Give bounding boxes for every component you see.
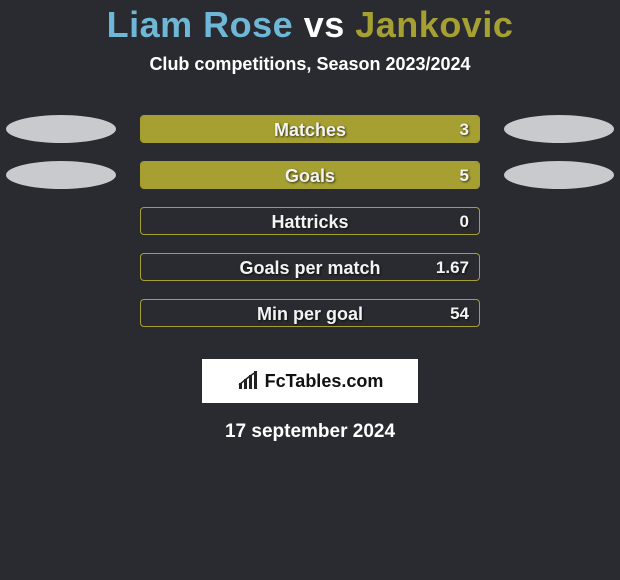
logo-chart-icon <box>237 371 261 391</box>
stat-bar: Goals5 <box>140 161 480 189</box>
right-ellipse <box>504 115 614 143</box>
stat-label: Hattricks <box>141 208 479 235</box>
bar-fill-right <box>141 162 479 188</box>
logo: FcTables.com <box>237 371 384 392</box>
stat-bar: Hattricks0 <box>140 207 480 235</box>
stat-row: Goals5 <box>0 161 620 207</box>
left-ellipse <box>6 115 116 143</box>
stat-row: Matches3 <box>0 115 620 161</box>
vs-text: vs <box>304 4 345 45</box>
stat-bar: Min per goal54 <box>140 299 480 327</box>
stat-row: Min per goal54 <box>0 299 620 345</box>
date-text: 17 september 2024 <box>0 421 620 443</box>
stat-row: Goals per match1.67 <box>0 253 620 299</box>
stat-row: Hattricks0 <box>0 207 620 253</box>
logo-text: FcTables.com <box>265 371 384 392</box>
stat-value-right: 0 <box>460 208 469 235</box>
right-ellipse <box>504 161 614 189</box>
stat-label: Min per goal <box>141 300 479 327</box>
bar-fill-right <box>141 116 479 142</box>
player1-name: Liam Rose <box>107 4 294 45</box>
stat-value-right: 54 <box>450 300 469 327</box>
subtitle: Club competitions, Season 2023/2024 <box>0 54 620 75</box>
stat-label: Goals per match <box>141 254 479 281</box>
logo-box: FcTables.com <box>202 359 418 403</box>
page-title: Liam Rose vs Jankovic <box>0 4 620 46</box>
stats-rows: Matches3 Goals5 Hattricks0 Goals per match1… <box>0 115 620 345</box>
player2-name: Jankovic <box>355 4 513 45</box>
left-ellipse <box>6 161 116 189</box>
stat-bar: Goals per match1.67 <box>140 253 480 281</box>
stat-bar: Matches3 <box>140 115 480 143</box>
comparison-infographic: Liam Rose vs Jankovic Club competitions,… <box>0 0 620 580</box>
stat-value-right: 1.67 <box>436 254 469 281</box>
